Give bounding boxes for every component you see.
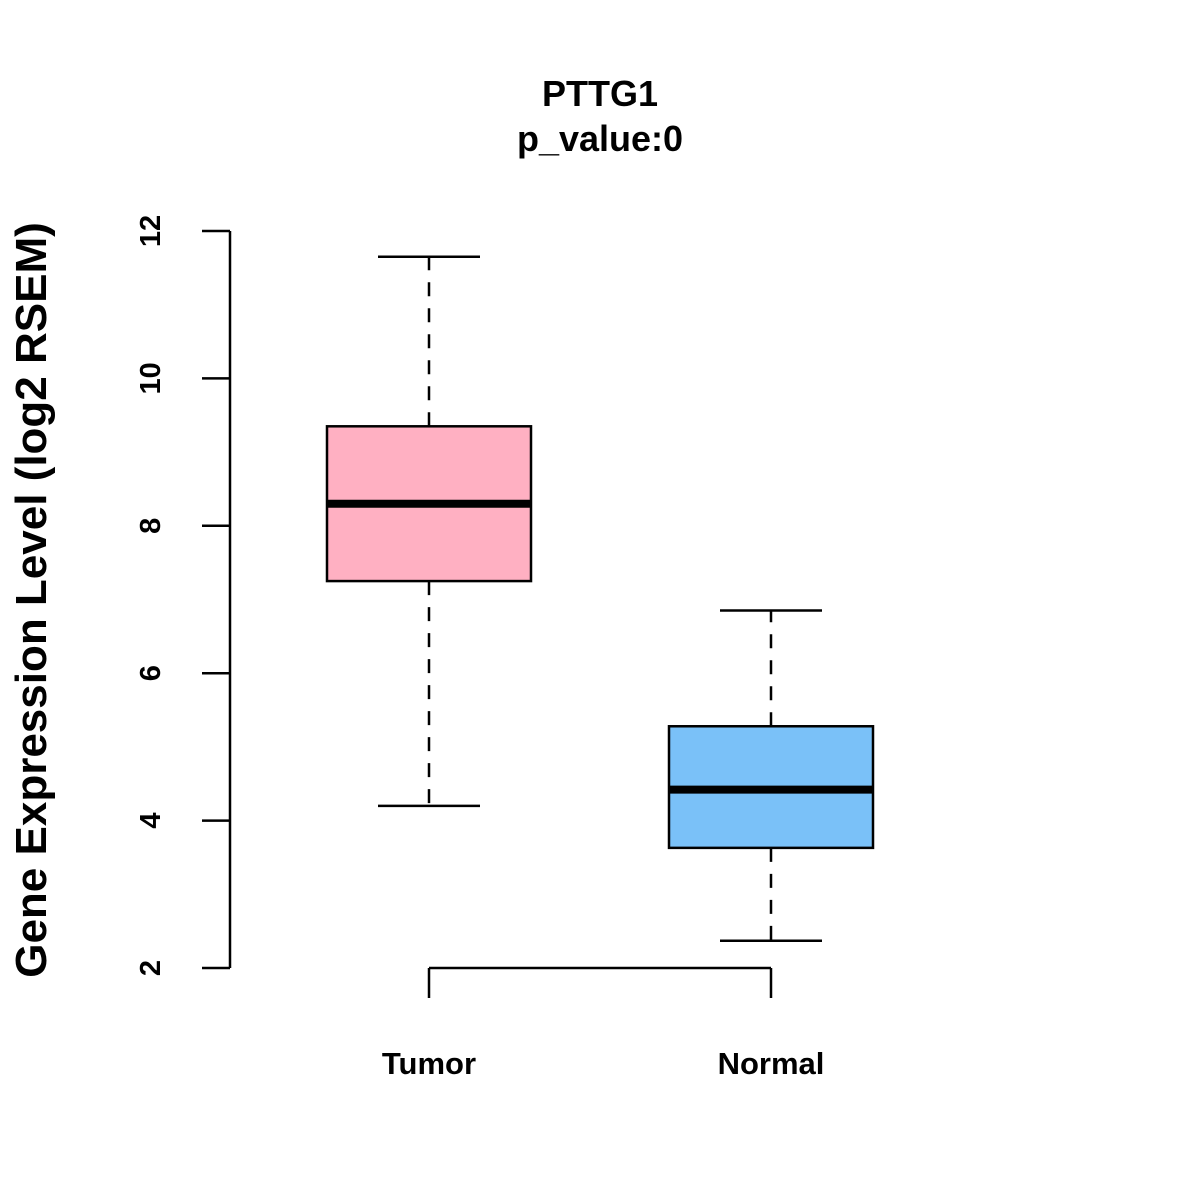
- y-axis: 2 4 6 8 10 12: [135, 215, 232, 976]
- x-axis: Tumor Normal: [382, 966, 825, 1081]
- y-axis-label: Gene Expression Level (log2 RSEM): [7, 222, 56, 978]
- y-tick-label-2: 2: [135, 960, 167, 976]
- boxes-group: [325, 255, 875, 942]
- y-tick-label-12: 12: [135, 215, 167, 247]
- y-tick-label-10: 10: [135, 362, 167, 394]
- chart-subtitle: p_value:0: [517, 118, 683, 159]
- box-tumor: [325, 255, 533, 808]
- chart-title: PTTG1: [542, 73, 658, 114]
- y-tick-label-8: 8: [135, 518, 167, 534]
- box-normal: [667, 609, 875, 942]
- y-tick-label-4: 4: [135, 813, 167, 829]
- y-tick-label-6: 6: [135, 665, 167, 681]
- x-tick-label-normal: Normal: [718, 1046, 825, 1081]
- x-tick-label-tumor: Tumor: [382, 1046, 476, 1081]
